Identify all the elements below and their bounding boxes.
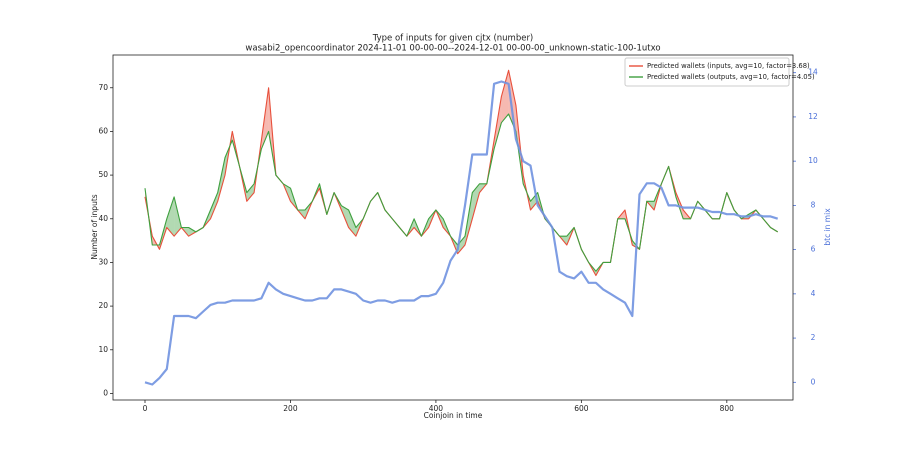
y2-tick-label: 2 bbox=[811, 333, 816, 342]
y2-tick-label: 12 bbox=[808, 112, 818, 121]
x-tick-label: 0 bbox=[143, 404, 148, 413]
x-tick-label: 400 bbox=[429, 404, 444, 413]
y-tick-label: 50 bbox=[98, 170, 108, 179]
y-tick-label: 70 bbox=[98, 83, 108, 92]
legend-label: Predicted wallets (inputs, avg=10, facto… bbox=[647, 62, 810, 70]
fill-between bbox=[166, 196, 175, 237]
fill-between bbox=[210, 192, 218, 219]
fill-between bbox=[246, 183, 255, 202]
y-tick-label: 40 bbox=[98, 214, 108, 223]
x-tick-label: 200 bbox=[283, 404, 298, 413]
y-tick-label: 20 bbox=[98, 301, 108, 310]
series-line bbox=[144, 80, 779, 386]
y-tick-label: 10 bbox=[98, 345, 108, 354]
legend-label: Predicted wallets (outputs, avg=10, fact… bbox=[647, 73, 815, 81]
fill-between bbox=[472, 183, 480, 219]
fill-between bbox=[508, 70, 516, 132]
y2-tick-label: 0 bbox=[811, 377, 816, 386]
chart-subtitle: wasabi2_opencoordinator 2024-11-01 00-00… bbox=[245, 44, 660, 54]
fill-between bbox=[188, 227, 196, 237]
y2-tick-label: 4 bbox=[811, 289, 816, 298]
x-tick-label: 800 bbox=[720, 404, 735, 413]
fill-between bbox=[348, 210, 356, 237]
y-axis-label: Number of inputs bbox=[90, 194, 99, 259]
series-line bbox=[144, 113, 778, 272]
y2-axis-label: btc in mix bbox=[823, 208, 832, 246]
x-tick-label: 600 bbox=[574, 404, 589, 413]
y2-tick-label: 6 bbox=[811, 245, 816, 254]
y2-tick-label: 14 bbox=[808, 68, 818, 77]
y-tick-label: 30 bbox=[98, 257, 108, 266]
chart-title: Type of inputs for given cjtx (number) bbox=[372, 34, 534, 44]
y-tick-label: 0 bbox=[103, 388, 108, 397]
plot-frame bbox=[112, 54, 794, 401]
y2-tick-label: 10 bbox=[808, 156, 818, 165]
legend-box bbox=[624, 57, 790, 87]
y-tick-label: 60 bbox=[98, 126, 108, 135]
fill-between bbox=[457, 236, 465, 254]
x-axis-label: Coinjoin in time bbox=[424, 411, 483, 420]
y2-tick-label: 8 bbox=[811, 200, 816, 209]
